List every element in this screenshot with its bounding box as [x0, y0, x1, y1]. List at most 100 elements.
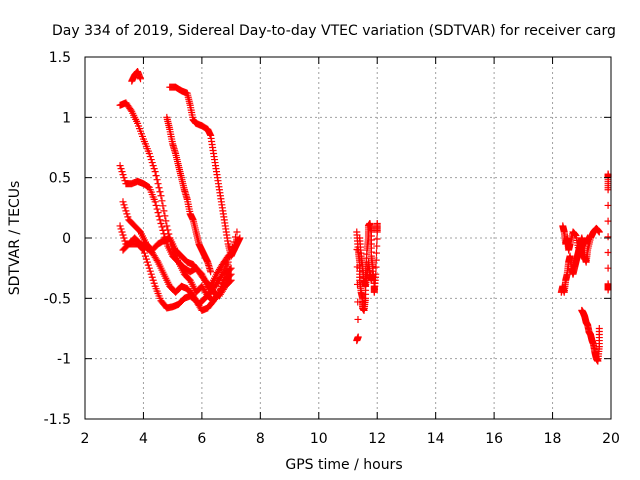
data-point: [233, 228, 241, 236]
series-arc-j: [356, 234, 377, 290]
data-point: [122, 207, 130, 215]
data-point: [141, 252, 149, 260]
data-point: [146, 153, 154, 161]
data-point: [145, 264, 153, 272]
data-point: [156, 216, 164, 224]
series-arc-g: [166, 83, 244, 260]
data-point: [147, 270, 155, 278]
data-point: [604, 248, 612, 256]
data-point: [369, 270, 377, 278]
y-tick-label: -1: [57, 352, 71, 368]
data-point: [146, 267, 154, 275]
y-tick-label: 0: [62, 231, 71, 247]
x-tick-label: 16: [485, 431, 503, 447]
data-point: [224, 258, 232, 266]
data-point: [143, 258, 151, 266]
x-tick-label: 6: [197, 431, 206, 447]
series-arc-m: [578, 306, 603, 365]
data-point: [226, 265, 234, 273]
data-point: [137, 75, 145, 83]
x-tick-label: 4: [139, 431, 148, 447]
data-point: [354, 333, 362, 341]
data-point: [227, 270, 235, 278]
data-point: [116, 222, 124, 230]
data-point: [150, 279, 158, 287]
data-points: [116, 67, 612, 365]
data-point: [595, 228, 603, 236]
data-point: [120, 174, 128, 182]
y-tick-label: -1.5: [44, 412, 71, 428]
data-point: [150, 165, 158, 173]
data-point: [157, 220, 165, 228]
x-axis-label: GPS time / hours: [285, 457, 402, 473]
data-point: [354, 315, 362, 323]
data-point: [117, 225, 125, 233]
y-axis-label: SDTVAR / TECUs: [7, 181, 23, 296]
data-point: [595, 325, 603, 332]
data-point: [118, 228, 126, 236]
data-point: [160, 230, 168, 238]
axis-ticks: 2 4 6 8 10 12 14 16 18 20 1.5 1 0.5 0 -0.5 -1 -1.5: [44, 50, 620, 447]
data-point: [157, 192, 165, 200]
data-point: [119, 198, 127, 206]
series-arc-h: [163, 113, 215, 276]
data-point: [231, 233, 239, 241]
y-tick-label: 1.5: [49, 50, 71, 66]
data-point: [155, 212, 163, 220]
data-point: [163, 222, 171, 230]
data-point: [226, 271, 234, 279]
x-tick-label: 10: [310, 431, 328, 447]
data-point: [156, 188, 164, 196]
series-arc-l: [559, 222, 592, 260]
data-point: [119, 171, 127, 179]
data-point: [373, 235, 381, 243]
data-point: [604, 264, 612, 272]
x-tick-label: 2: [81, 431, 90, 447]
x-tick-label: 12: [368, 431, 386, 447]
data-point: [151, 168, 159, 176]
data-point: [162, 217, 170, 225]
data-point: [147, 156, 155, 164]
data-point: [153, 176, 161, 184]
y-tick-label: 1: [62, 110, 71, 126]
data-point: [117, 165, 125, 173]
y-tick-label: 0.5: [49, 171, 71, 187]
data-point: [142, 255, 150, 263]
data-point: [152, 201, 160, 209]
data-point: [236, 234, 244, 242]
data-point: [160, 207, 168, 215]
series-arc-c: [119, 198, 238, 290]
y-tick-label: -0.5: [44, 291, 71, 307]
data-point: [604, 233, 612, 241]
data-point: [227, 264, 235, 272]
data-point: [119, 231, 127, 239]
data-point: [373, 242, 381, 250]
data-point: [584, 234, 592, 242]
data-point: [604, 217, 612, 225]
data-point: [149, 162, 157, 170]
series-arc-f: [128, 67, 145, 85]
data-point: [152, 172, 160, 180]
data-point: [158, 197, 166, 205]
data-point: [123, 210, 131, 218]
data-point: [144, 261, 152, 269]
data-point: [604, 286, 612, 294]
x-tick-label: 18: [544, 431, 562, 447]
data-point: [207, 268, 215, 276]
data-point: [159, 226, 167, 234]
data-point: [120, 234, 128, 242]
data-point: [153, 257, 161, 265]
chart-title: Day 334 of 2019, Sidereal Day-to-day VTE…: [52, 23, 616, 39]
data-point: [372, 256, 380, 264]
data-point: [116, 162, 124, 170]
x-tick-label: 20: [602, 431, 620, 447]
x-tick-label: 14: [427, 431, 445, 447]
data-point: [373, 220, 381, 228]
data-point: [148, 273, 156, 281]
data-point: [140, 249, 148, 257]
data-point: [158, 223, 166, 231]
data-point: [372, 249, 380, 257]
data-point: [148, 159, 156, 167]
data-point: [217, 272, 225, 280]
